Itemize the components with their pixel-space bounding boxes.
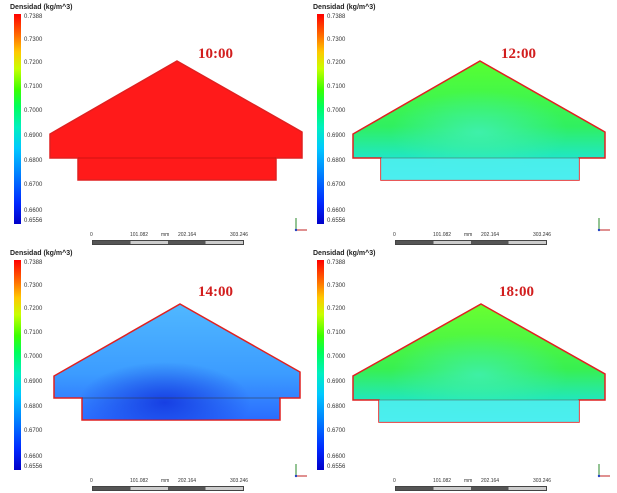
scale-label: 0 (393, 232, 396, 238)
scale-bar-graphic (92, 486, 244, 491)
legend-tick: 0.7388 (327, 14, 346, 20)
legend-tick: 0.6600 (327, 454, 346, 460)
legend-tick: 0.7200 (327, 306, 346, 312)
color-bar (317, 260, 324, 470)
scale-label: 303.246 (230, 232, 249, 238)
legend-tick: 0.6800 (327, 158, 346, 164)
density-contour-shape (352, 60, 606, 181)
legend-tick: 0.7000 (327, 108, 346, 114)
legend-tick: 0.7300 (327, 37, 346, 43)
scale-bar-graphic (92, 240, 244, 245)
legend-tick: 0.7300 (24, 283, 43, 289)
panel-18-00: Densidad (kg/m^3) 0.7388 0.7300 0.7200 0… (313, 250, 613, 492)
scale-bar-graphic (395, 486, 547, 491)
scale-label: 202.164 (178, 478, 197, 484)
legend-tick: 0.7200 (327, 60, 346, 66)
axis-triad-icon (597, 464, 610, 478)
axis-triad-icon (294, 218, 307, 232)
scale-bar: 0 101.082 mm 202.164 303.246 (393, 478, 563, 492)
legend-tick: 0.6600 (24, 208, 43, 214)
time-label: 14:00 (198, 284, 233, 300)
density-contour-shape (352, 303, 606, 423)
legend-tick: 0.7200 (24, 60, 43, 66)
scale-bar: 0 101.082 mm 202.164 303.246 (393, 232, 563, 246)
scale-label: 202.164 (178, 232, 197, 238)
panel-12-00: Densidad (kg/m^3) 0.7388 0.7300 0.7200 0… (313, 4, 613, 246)
scale-label: 0 (90, 478, 93, 484)
scale-label: 101.082 (130, 232, 149, 238)
scale-bar: 0 101.082 mm 202.164 303.246 (90, 232, 260, 246)
legend-tick: 0.6700 (327, 182, 346, 188)
scale-unit: mm (464, 478, 473, 484)
scale-label: 303.246 (533, 478, 552, 484)
legend-tick: 0.6600 (24, 454, 43, 460)
time-label: 12:00 (501, 46, 536, 62)
legend-tick: 0.6800 (24, 158, 43, 164)
legend-tick: 0.6900 (327, 379, 346, 385)
legend-tick: 0.7388 (24, 14, 43, 20)
scale-unit: mm (161, 232, 170, 238)
scale-bar: 0 101.082 mm 202.164 303.246 (90, 478, 260, 492)
legend-tick: 0.6700 (24, 182, 43, 188)
scale-label: 101.082 (433, 232, 452, 238)
scale-label: 303.246 (230, 478, 249, 484)
legend-tick: 0.7000 (24, 108, 43, 114)
color-bar (14, 260, 21, 470)
scale-label: 202.164 (481, 232, 500, 238)
scale-label: 0 (393, 478, 396, 484)
legend-tick: 0.6800 (24, 404, 43, 410)
scale-label: 303.246 (533, 232, 552, 238)
legend-tick: 0.6800 (327, 404, 346, 410)
panel-10-00: Densidad (kg/m^3) 0.7388 0.7300 0.7200 0… (10, 4, 310, 246)
color-bar (317, 14, 324, 224)
legend-tick: 0.6556 (24, 218, 43, 224)
axis-triad-icon (597, 218, 610, 232)
legend-tick: 0.7100 (327, 84, 346, 90)
legend-title: Densidad (kg/m^3) (10, 250, 73, 257)
density-contour-shape (53, 303, 301, 421)
color-bar (14, 14, 21, 224)
legend-tick: 0.7200 (24, 306, 43, 312)
scale-label: 101.082 (433, 478, 452, 484)
legend-tick: 0.7388 (24, 260, 43, 266)
scale-unit: mm (161, 478, 170, 484)
scale-label: 202.164 (481, 478, 500, 484)
legend-tick: 0.6700 (24, 428, 43, 434)
legend-title: Densidad (kg/m^3) (313, 250, 376, 257)
legend-tick: 0.7388 (327, 260, 346, 266)
legend-tick: 0.6900 (24, 133, 43, 139)
legend-tick: 0.7100 (24, 84, 43, 90)
legend-tick: 0.7100 (24, 330, 43, 336)
time-label: 10:00 (198, 46, 233, 62)
scale-label: 101.082 (130, 478, 149, 484)
legend-tick: 0.6600 (327, 208, 346, 214)
scale-unit: mm (464, 232, 473, 238)
legend-tick: 0.6556 (24, 464, 43, 470)
legend-title: Densidad (kg/m^3) (10, 4, 73, 11)
legend-tick: 0.7000 (327, 354, 346, 360)
legend-tick: 0.7000 (24, 354, 43, 360)
legend-tick: 0.6900 (24, 379, 43, 385)
legend-tick: 0.6900 (327, 133, 346, 139)
time-label: 18:00 (499, 284, 534, 300)
legend-title: Densidad (kg/m^3) (313, 4, 376, 11)
scale-bar-graphic (395, 240, 547, 245)
legend-tick: 0.7300 (327, 283, 346, 289)
legend-tick: 0.6556 (327, 464, 346, 470)
scale-label: 0 (90, 232, 93, 238)
legend-tick: 0.6556 (327, 218, 346, 224)
legend-tick: 0.6700 (327, 428, 346, 434)
legend-tick: 0.7100 (327, 330, 346, 336)
density-contour-shape (49, 60, 303, 181)
axis-triad-icon (294, 464, 307, 478)
panel-14-00: Densidad (kg/m^3) 0.7388 0.7300 0.7200 0… (10, 250, 310, 492)
legend-tick: 0.7300 (24, 37, 43, 43)
